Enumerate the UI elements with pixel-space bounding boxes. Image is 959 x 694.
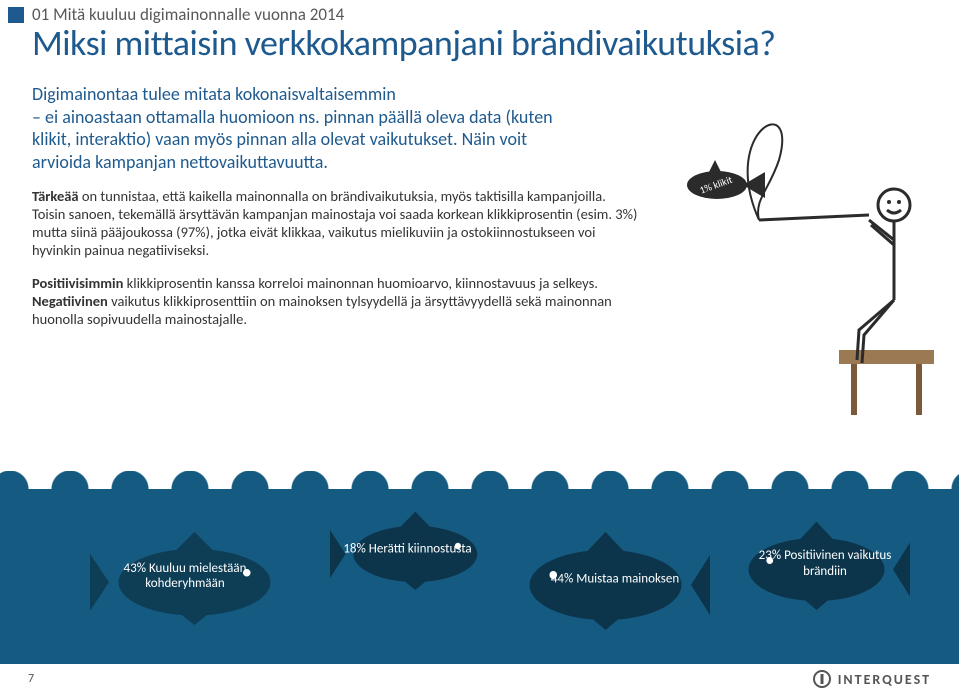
paragraph-1: Tärkeää on tunnistaa, että kaikella main… [32, 187, 640, 260]
fish-label: 18% Herätti kiinnostusta [338, 541, 478, 557]
page-title: Miksi mittaisin verkkokampanjani brändiv… [0, 21, 959, 65]
section-bullet [8, 7, 24, 23]
p2-text-d: vaikutus klikkiprosenttiin on mainoksen … [32, 292, 612, 328]
p2-lead-a: Positiivisimmin [32, 274, 127, 292]
p2-lead-c: Negatiivinen [32, 292, 111, 310]
p1-rest: on tunnistaa, että kaikella mainonnalla … [32, 187, 637, 259]
stat-fish: 43% Kuuluu mielestään kohderyhmään [90, 530, 280, 625]
p2-text-b: klikkiprosentin kanssa korreloi mainonna… [127, 274, 598, 292]
intro-text: Digimainontaa tulee mitata kokonaisvalta… [0, 83, 560, 173]
fish-label: 44% Muistaa mainoksen [530, 571, 701, 587]
stat-fish: 23% Positiivinen vaikutus brändiin [740, 520, 910, 610]
body-text: Tärkeää on tunnistaa, että kaikella main… [0, 187, 640, 328]
fish-label: 43% Kuuluu mielestään kohderyhmään [100, 560, 271, 591]
intro-line1: Digimainontaa tulee mitata kokonaisvalta… [32, 83, 396, 105]
brand-logo: INTERQUEST [812, 669, 931, 689]
stat-fish: 44% Muistaa mainoksen [520, 530, 710, 630]
intro-line2: – ei ainoastaan ottamalla huomioon ns. p… [32, 106, 553, 173]
stat-fish: 18% Herätti kiinnostusta [330, 510, 485, 590]
p1-lead: Tärkeää [32, 187, 82, 205]
page-number: 7 [28, 672, 34, 686]
footer: 7 INTERQUEST [0, 664, 959, 694]
fisherman-illustration [729, 70, 939, 425]
brand-text: INTERQUEST [838, 671, 931, 688]
paragraph-2: Positiivisimmin klikkiprosentin kanssa k… [32, 274, 640, 328]
fish-label: 23% Positiivinen vaikutus brändiin [749, 548, 902, 579]
brand-icon [812, 669, 832, 689]
